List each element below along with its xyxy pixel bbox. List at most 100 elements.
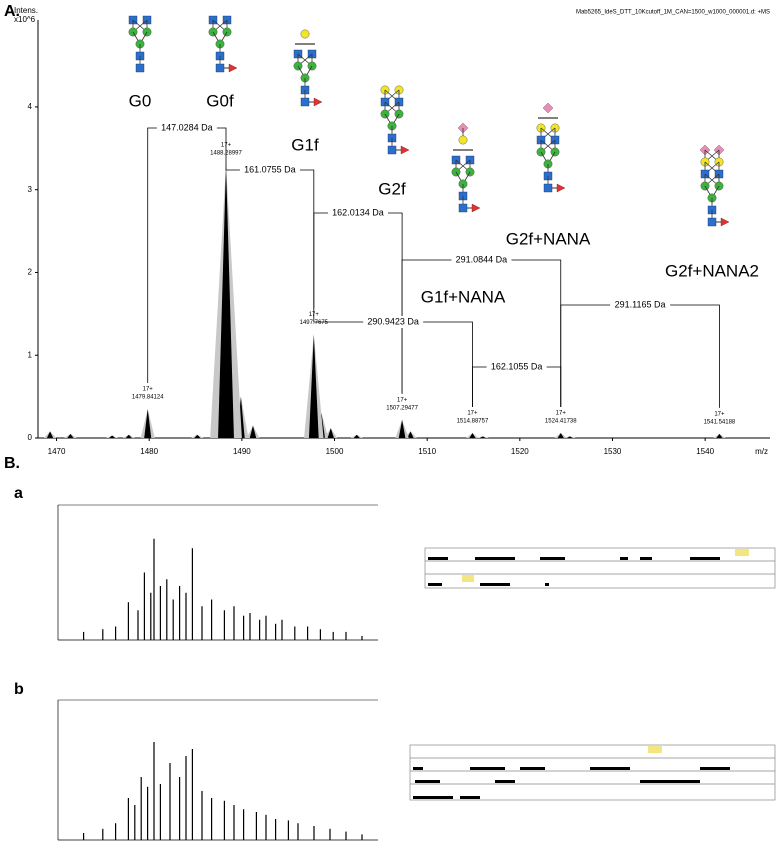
peak-mz: 1497.7675 bbox=[300, 320, 329, 326]
glycan-fucose bbox=[313, 97, 323, 107]
glycan-name: G1f+NANA bbox=[421, 287, 506, 306]
peak bbox=[67, 433, 74, 438]
x-tick-label: 1500 bbox=[326, 447, 344, 456]
coverage-table bbox=[409, 547, 776, 801]
glycan-glcnac bbox=[215, 63, 225, 73]
peak-mz: 1524.41738 bbox=[545, 419, 577, 425]
bracket bbox=[147, 127, 227, 384]
annotation: 291.0844 Da bbox=[456, 254, 508, 264]
annotation: 162.1055 Da bbox=[491, 361, 543, 371]
peak-mz: 1507.29477 bbox=[386, 405, 418, 411]
glycan-mannose bbox=[142, 27, 152, 37]
peak-mz: 1479.84124 bbox=[132, 395, 164, 401]
glycan-fucose bbox=[471, 203, 481, 213]
panel-label: A. bbox=[4, 3, 20, 20]
y-axis-label: Intens. bbox=[14, 6, 38, 15]
panel-label: B. bbox=[4, 455, 20, 472]
subpanel-label: b bbox=[14, 681, 24, 698]
x-axis-label: m/z bbox=[755, 447, 768, 456]
peak bbox=[469, 433, 476, 438]
glycan-name: G1f bbox=[291, 135, 319, 154]
peak bbox=[479, 436, 486, 438]
peak bbox=[353, 434, 360, 438]
peak bbox=[218, 164, 234, 438]
peak-charge: 17+ bbox=[714, 411, 725, 417]
annotation: 162.0134 Da bbox=[332, 207, 384, 217]
bracket bbox=[472, 366, 562, 408]
glycan-sialic bbox=[542, 102, 554, 114]
peak-charge: 17+ bbox=[556, 411, 567, 417]
annotation-bg bbox=[239, 164, 300, 176]
glycan-galactose bbox=[458, 135, 468, 145]
glycan-mannose bbox=[222, 27, 232, 37]
peak bbox=[109, 435, 116, 438]
glycan-name: G2f+NANA bbox=[506, 229, 591, 248]
peak bbox=[566, 436, 573, 438]
x-tick-label: 1490 bbox=[233, 447, 251, 456]
annotation-bg bbox=[363, 316, 424, 328]
x-tick-label: 1530 bbox=[604, 447, 622, 456]
glycan-fucose bbox=[400, 145, 410, 155]
x-tick-label: 1510 bbox=[418, 447, 436, 456]
glycan-glcnac bbox=[458, 203, 468, 213]
peak bbox=[716, 433, 723, 438]
glycan-fucose bbox=[720, 217, 730, 227]
subpanel-label: a bbox=[14, 485, 23, 502]
annotation-bg bbox=[451, 254, 512, 266]
glycan-name: G2f+NANA2 bbox=[665, 261, 759, 280]
file-name: Mab5265_IdeS_DTT_10Kcutoff_1M_CAN=1500_w… bbox=[576, 10, 770, 16]
bracket bbox=[560, 304, 720, 408]
glycan-glcnac bbox=[300, 97, 310, 107]
peak bbox=[407, 431, 414, 438]
bracket bbox=[313, 212, 403, 394]
glycan-fucose bbox=[556, 183, 566, 193]
glycan-glcnac bbox=[135, 63, 145, 73]
annotation: 161.0755 Da bbox=[244, 164, 296, 174]
peak bbox=[144, 409, 152, 438]
glycan-mannose bbox=[208, 27, 218, 37]
peak-charge: 17+ bbox=[397, 397, 408, 403]
peak-mz: 1541.54188 bbox=[704, 419, 736, 425]
peak-mz: 1514.88757 bbox=[457, 419, 489, 425]
annotation: 147.0284 Da bbox=[161, 122, 213, 132]
x-tick-label: 1520 bbox=[511, 447, 529, 456]
peak bbox=[125, 434, 132, 438]
glycan-glcnac bbox=[387, 145, 397, 155]
glycan-glcnac bbox=[707, 217, 717, 227]
glycan-galactose bbox=[300, 29, 310, 39]
peak bbox=[194, 434, 201, 438]
x-tick-label: 1540 bbox=[696, 447, 714, 456]
coverage-highlight bbox=[462, 549, 749, 753]
y-tick-label: 2 bbox=[28, 268, 33, 277]
annotation-bg bbox=[610, 299, 671, 311]
peak bbox=[327, 428, 334, 438]
peak bbox=[557, 433, 564, 438]
annotation: 291.1165 Da bbox=[615, 299, 666, 309]
peak bbox=[398, 419, 406, 438]
y-tick-label: 0 bbox=[28, 433, 33, 442]
peak-charge: 17+ bbox=[467, 411, 478, 417]
x-tick-label: 1470 bbox=[48, 447, 66, 456]
x-tick-label: 1480 bbox=[140, 447, 158, 456]
peak bbox=[249, 425, 257, 438]
glycan-name: G2f bbox=[378, 179, 406, 198]
annotation: 290.9423 Da bbox=[367, 316, 419, 326]
bracket bbox=[401, 259, 562, 408]
y-tick-label: 3 bbox=[28, 185, 33, 194]
peak-charge: 17+ bbox=[143, 387, 154, 393]
glycan-name: G0 bbox=[129, 91, 152, 110]
annotation-bg bbox=[486, 361, 547, 373]
y-axis-unit: x10^6 bbox=[14, 15, 36, 24]
glycan-glcnac bbox=[543, 183, 553, 193]
glycan-fucose bbox=[228, 63, 238, 73]
coverage-bars bbox=[413, 557, 730, 799]
glycan-mannose bbox=[128, 27, 138, 37]
y-tick-label: 4 bbox=[28, 102, 33, 111]
peak bbox=[308, 334, 319, 438]
glycan-name: G0f bbox=[206, 91, 234, 110]
y-tick-label: 1 bbox=[28, 350, 33, 359]
annotation-bg bbox=[156, 122, 217, 134]
annotation-bg bbox=[327, 207, 388, 219]
peak bbox=[46, 431, 54, 438]
